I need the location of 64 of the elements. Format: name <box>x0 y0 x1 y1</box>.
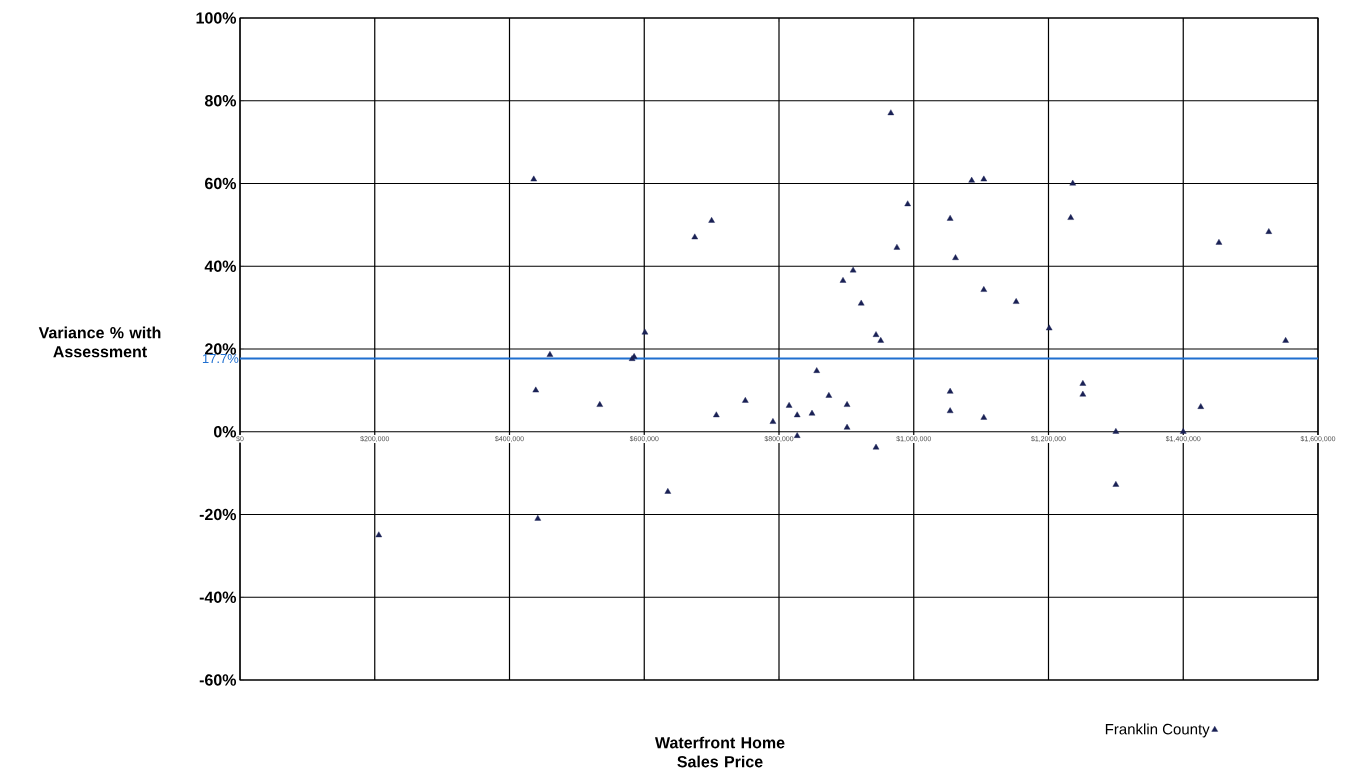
point <box>1069 179 1076 186</box>
point <box>980 175 988 182</box>
point <box>664 488 672 494</box>
point <box>857 299 865 306</box>
point <box>952 254 959 260</box>
point <box>596 401 604 407</box>
y-tick-label: 60% <box>205 177 237 190</box>
y-tick-label: 80% <box>204 95 237 107</box>
y-tick-label: -40% <box>199 591 237 603</box>
point <box>375 531 383 538</box>
point <box>1180 428 1187 434</box>
point <box>1045 324 1053 331</box>
point <box>843 423 851 430</box>
point <box>872 443 880 450</box>
point <box>946 407 954 414</box>
point <box>691 233 699 240</box>
point <box>742 397 749 403</box>
point <box>1112 481 1120 487</box>
point <box>1079 390 1087 397</box>
point <box>713 411 720 418</box>
point <box>641 328 649 335</box>
point <box>946 214 954 221</box>
point <box>872 331 880 337</box>
point <box>793 432 801 438</box>
point <box>1197 403 1204 409</box>
point <box>968 176 975 183</box>
point <box>1067 214 1074 220</box>
point <box>980 286 988 292</box>
point <box>904 200 911 207</box>
point <box>1282 337 1289 343</box>
point <box>887 109 895 116</box>
point <box>546 351 554 357</box>
point <box>1012 298 1020 304</box>
point <box>1079 380 1087 386</box>
point <box>793 411 801 418</box>
point <box>769 418 777 424</box>
point <box>532 386 540 393</box>
point <box>534 514 542 521</box>
point <box>877 337 884 343</box>
y-tick-label: -60% <box>199 674 237 686</box>
point <box>1112 428 1120 434</box>
point <box>893 243 901 250</box>
point <box>825 392 833 398</box>
point <box>839 277 847 283</box>
x-axis-title: Waterfront Home Sales Price <box>654 736 785 768</box>
y-tick-label: 20% <box>205 343 237 355</box>
point <box>946 387 954 394</box>
ref-line-label: 17.7% <box>202 353 239 364</box>
point <box>843 401 851 407</box>
legend-label: Franklin County <box>1105 723 1210 738</box>
point <box>1265 228 1273 234</box>
point <box>785 401 793 408</box>
y-tick-label: 100% <box>196 12 237 24</box>
point <box>980 413 988 420</box>
point <box>530 175 537 182</box>
point <box>849 266 857 273</box>
y-tick-label: 40% <box>204 260 237 272</box>
y-axis-title: Variance % with Assessment <box>38 326 161 358</box>
point <box>1215 238 1223 245</box>
point <box>813 367 820 373</box>
y-tick-label: 0% <box>213 426 237 438</box>
point <box>708 217 715 223</box>
point <box>808 409 816 416</box>
y-tick-label: -20% <box>199 508 237 521</box>
